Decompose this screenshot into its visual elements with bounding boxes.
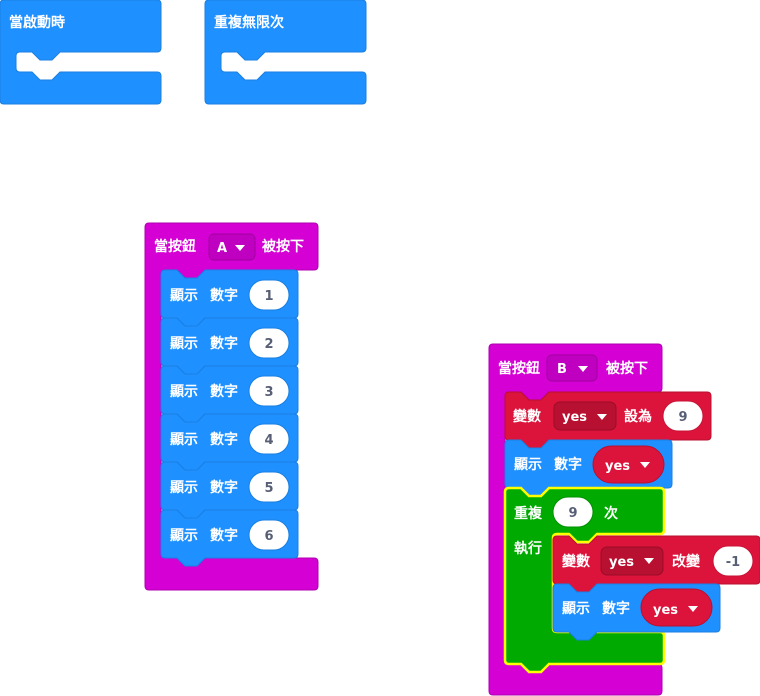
on-button-a-suffix: 被按下 [262, 238, 304, 255]
show-label: 顯示 [170, 432, 198, 448]
show-label: 顯示 [170, 336, 198, 352]
on-button-b-prefix: 當按鈕 [498, 360, 540, 377]
loop-show-variable-name: yes [653, 603, 678, 618]
button-a-dropdown[interactable]: A [208, 233, 256, 261]
show-label: 顯示 [170, 480, 198, 496]
number-value-field[interactable]: 4 [248, 423, 290, 455]
number-value: 6 [264, 529, 273, 544]
number-value-field[interactable]: 1 [248, 279, 290, 311]
on-button-b-suffix: 被按下 [606, 360, 648, 377]
set-variable-value-field[interactable]: 9 [662, 400, 704, 432]
show-label: 顯示 [170, 384, 198, 400]
set-variable-block[interactable]: 變數 yes 設為 9 [504, 391, 712, 449]
repeat-label: 重複 [514, 505, 543, 522]
button-a-value: A [217, 241, 227, 256]
forever-block[interactable]: 重複無限次 [204, 0, 367, 105]
chevron-down-icon [597, 414, 607, 420]
number-label: 數字 [210, 383, 238, 400]
number-value-field[interactable]: 6 [248, 519, 290, 551]
number-value-field[interactable]: 3 [248, 375, 290, 407]
number-value-field[interactable]: 5 [248, 471, 290, 503]
button-b-dropdown[interactable]: B [546, 354, 598, 382]
number-label: 數字 [210, 431, 238, 448]
change-variable-dropdown[interactable]: yes [600, 546, 664, 576]
change-variable-name: yes [609, 555, 634, 570]
button-b-value: B [557, 362, 567, 377]
show-variable-number-label: 數字 [554, 456, 582, 473]
change-variable-label: 變數 [562, 553, 590, 570]
number-label: 數字 [210, 479, 238, 496]
chevron-down-icon [640, 462, 650, 468]
number-label: 數字 [210, 335, 238, 352]
change-variable-block[interactable]: 變數 yes 改變 -1 [552, 535, 760, 593]
number-value: 4 [264, 433, 273, 448]
change-variable-suffix: 改變 [672, 553, 701, 570]
set-variable-name: yes [562, 410, 587, 425]
show-number-block[interactable]: 顯示 數字 4 [160, 413, 299, 471]
show-number-block[interactable]: 顯示 數字 1 [160, 269, 299, 327]
show-variable-block[interactable]: 顯示 數字 yes [504, 439, 673, 497]
repeat-block[interactable]: 重複 9 次 執行 [503, 486, 666, 674]
show-variable-name: yes [605, 459, 630, 474]
show-label: 顯示 [170, 528, 198, 544]
show-number-block[interactable]: 顯示 數字 2 [160, 317, 299, 375]
on-button-a-prefix: 當按鈕 [154, 238, 196, 255]
show-number-stack-a: 顯示 數字 1顯示 數字 2顯示 數字 3顯示 數字 4顯示 數字 5顯示 數字 6 [160, 269, 299, 567]
number-value: 5 [264, 481, 273, 496]
number-value: 1 [264, 289, 273, 304]
set-variable-dropdown[interactable]: yes [553, 401, 617, 431]
set-variable-value: 9 [678, 410, 687, 425]
number-label: 數字 [210, 527, 238, 544]
set-variable-suffix: 設為 [624, 408, 652, 425]
repeat-times-label: 次 [604, 505, 618, 522]
repeat-count-field[interactable]: 9 [552, 496, 594, 528]
change-variable-value-field[interactable]: -1 [712, 545, 754, 577]
on-start-block[interactable]: 當啟動時 [0, 0, 162, 105]
number-label: 數字 [210, 287, 238, 304]
loop-show-variable-reporter[interactable]: yes [640, 588, 713, 627]
chevron-down-icon [235, 245, 245, 251]
show-number-block[interactable]: 顯示 數字 6 [160, 509, 299, 567]
number-value: 2 [264, 337, 273, 352]
show-variable-reporter[interactable]: yes [592, 445, 665, 484]
forever-label: 重複無限次 [214, 14, 284, 31]
chevron-down-icon [688, 606, 698, 612]
change-variable-value: -1 [726, 555, 740, 570]
chevron-down-icon [644, 558, 654, 564]
loop-show-variable-label: 顯示 [562, 601, 590, 617]
repeat-count: 9 [568, 506, 577, 521]
show-label: 顯示 [170, 288, 198, 304]
show-variable-label: 顯示 [514, 457, 542, 473]
number-value-field[interactable]: 2 [248, 327, 290, 359]
set-variable-label: 變數 [513, 408, 541, 425]
loop-show-variable-block[interactable]: 顯示 數字 yes [552, 583, 721, 641]
repeat-do-label: 執行 [514, 540, 542, 557]
on-start-label: 當啟動時 [9, 14, 65, 31]
chevron-down-icon [578, 366, 588, 372]
loop-show-variable-number-label: 數字 [602, 600, 630, 617]
number-value: 3 [264, 385, 273, 400]
show-number-block[interactable]: 顯示 數字 5 [160, 461, 299, 519]
